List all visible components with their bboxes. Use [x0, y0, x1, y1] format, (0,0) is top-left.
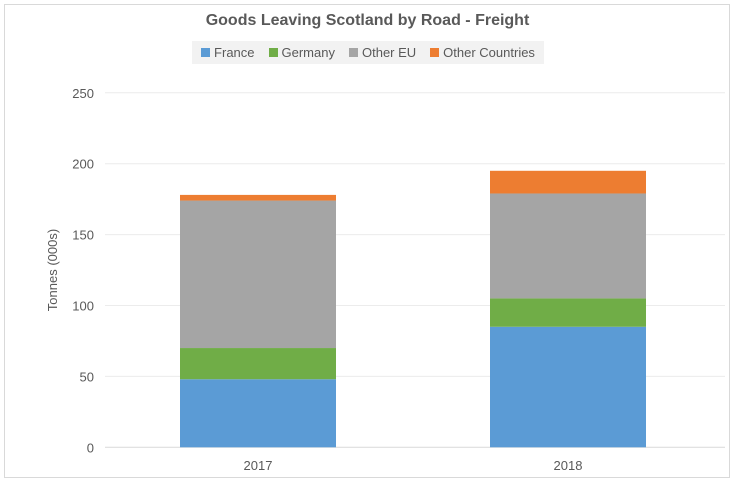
legend-swatch	[430, 48, 440, 57]
y-tick-label: 200	[72, 157, 94, 172]
bar-segment-other-countries-2018	[490, 170, 646, 194]
y-axis-label: Tonnes (000s)	[45, 229, 60, 311]
legend-label: Germany	[281, 45, 335, 60]
y-tick-label: 100	[72, 299, 94, 314]
legend-label: Other EU	[361, 45, 417, 60]
legend-label: Other Countries	[443, 45, 535, 60]
chart-title: Goods Leaving Scotland by Road - Freight	[205, 12, 530, 29]
bar-segment-france-2018	[490, 326, 646, 448]
legend: France Germany Other EU Other Countries	[192, 41, 544, 64]
bar-segment-france-2017	[180, 379, 336, 448]
legend-label: France	[214, 45, 255, 60]
legend-item: France	[201, 45, 255, 60]
bar-segment-other-eu-2017	[180, 200, 336, 349]
chart-frame	[4, 4, 730, 478]
legend-swatch	[268, 48, 278, 57]
y-tick-label: 0	[87, 440, 94, 455]
bar-segment-other-countries-2017	[180, 194, 336, 201]
legend-item: Germany	[268, 45, 335, 60]
y-tick-label: 250	[72, 86, 94, 101]
bar-segment-germany-2018	[490, 298, 646, 327]
legend-item: Other EU	[348, 45, 417, 60]
legend-item: Other Countries	[430, 45, 535, 60]
y-tick-label: 50	[80, 369, 94, 384]
bar-segment-germany-2017	[180, 348, 336, 380]
x-tick-label: 2018	[554, 458, 583, 473]
bar-segment-other-eu-2018	[490, 193, 646, 299]
legend-swatch	[348, 48, 358, 57]
legend-swatch	[201, 48, 211, 57]
x-tick-label: 2017	[244, 458, 273, 473]
y-tick-label: 150	[72, 228, 94, 243]
